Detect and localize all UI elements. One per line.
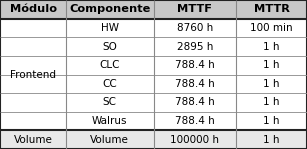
Text: CC: CC: [102, 79, 117, 89]
Bar: [154, 19, 236, 37]
Text: CLC: CLC: [99, 60, 120, 70]
Bar: [154, 93, 236, 112]
Text: 100000 h: 100000 h: [170, 135, 220, 145]
Bar: [66, 56, 154, 74]
Text: 1 h: 1 h: [263, 97, 280, 107]
Text: Componente: Componente: [69, 4, 150, 14]
Text: SC: SC: [103, 97, 117, 107]
Bar: [0, 37, 66, 56]
Bar: [236, 130, 307, 149]
Bar: [154, 130, 236, 149]
Text: 788.4 h: 788.4 h: [175, 79, 215, 89]
Bar: [154, 56, 236, 74]
Text: Frontend: Frontend: [10, 69, 56, 80]
Text: 2895 h: 2895 h: [177, 42, 213, 52]
Text: MTTF: MTTF: [177, 4, 212, 14]
Bar: [154, 112, 236, 130]
Bar: [66, 93, 154, 112]
Text: Walrus: Walrus: [92, 116, 127, 126]
Bar: [0, 74, 66, 93]
Bar: [66, 19, 154, 37]
Bar: [66, 37, 154, 56]
Text: MTTR: MTTR: [254, 4, 290, 14]
Text: Volume: Volume: [14, 135, 52, 145]
Bar: [236, 112, 307, 130]
Text: Volume: Volume: [90, 135, 129, 145]
Bar: [236, 93, 307, 112]
Bar: [0, 56, 66, 74]
Text: 100 min: 100 min: [251, 23, 293, 33]
Text: SO: SO: [102, 42, 117, 52]
Bar: [66, 74, 154, 93]
Text: 788.4 h: 788.4 h: [175, 116, 215, 126]
Text: Módulo: Módulo: [10, 4, 56, 14]
Bar: [154, 37, 236, 56]
Bar: [154, 74, 236, 93]
Bar: [0, 112, 66, 130]
Bar: [236, 56, 307, 74]
Text: 788.4 h: 788.4 h: [175, 97, 215, 107]
Text: 1 h: 1 h: [263, 60, 280, 70]
Bar: [66, 0, 154, 19]
Text: HW: HW: [101, 23, 119, 33]
Bar: [154, 0, 236, 19]
Bar: [236, 74, 307, 93]
Bar: [236, 0, 307, 19]
Text: 1 h: 1 h: [263, 79, 280, 89]
Bar: [0, 19, 66, 37]
Bar: [0, 0, 66, 19]
Bar: [66, 130, 154, 149]
Bar: [236, 37, 307, 56]
Text: 1 h: 1 h: [263, 135, 280, 145]
Text: 788.4 h: 788.4 h: [175, 60, 215, 70]
Bar: [66, 112, 154, 130]
Text: 8760 h: 8760 h: [177, 23, 213, 33]
Bar: [0, 93, 66, 112]
Text: 1 h: 1 h: [263, 116, 280, 126]
Bar: [236, 19, 307, 37]
Text: 1 h: 1 h: [263, 42, 280, 52]
Bar: [0, 130, 66, 149]
